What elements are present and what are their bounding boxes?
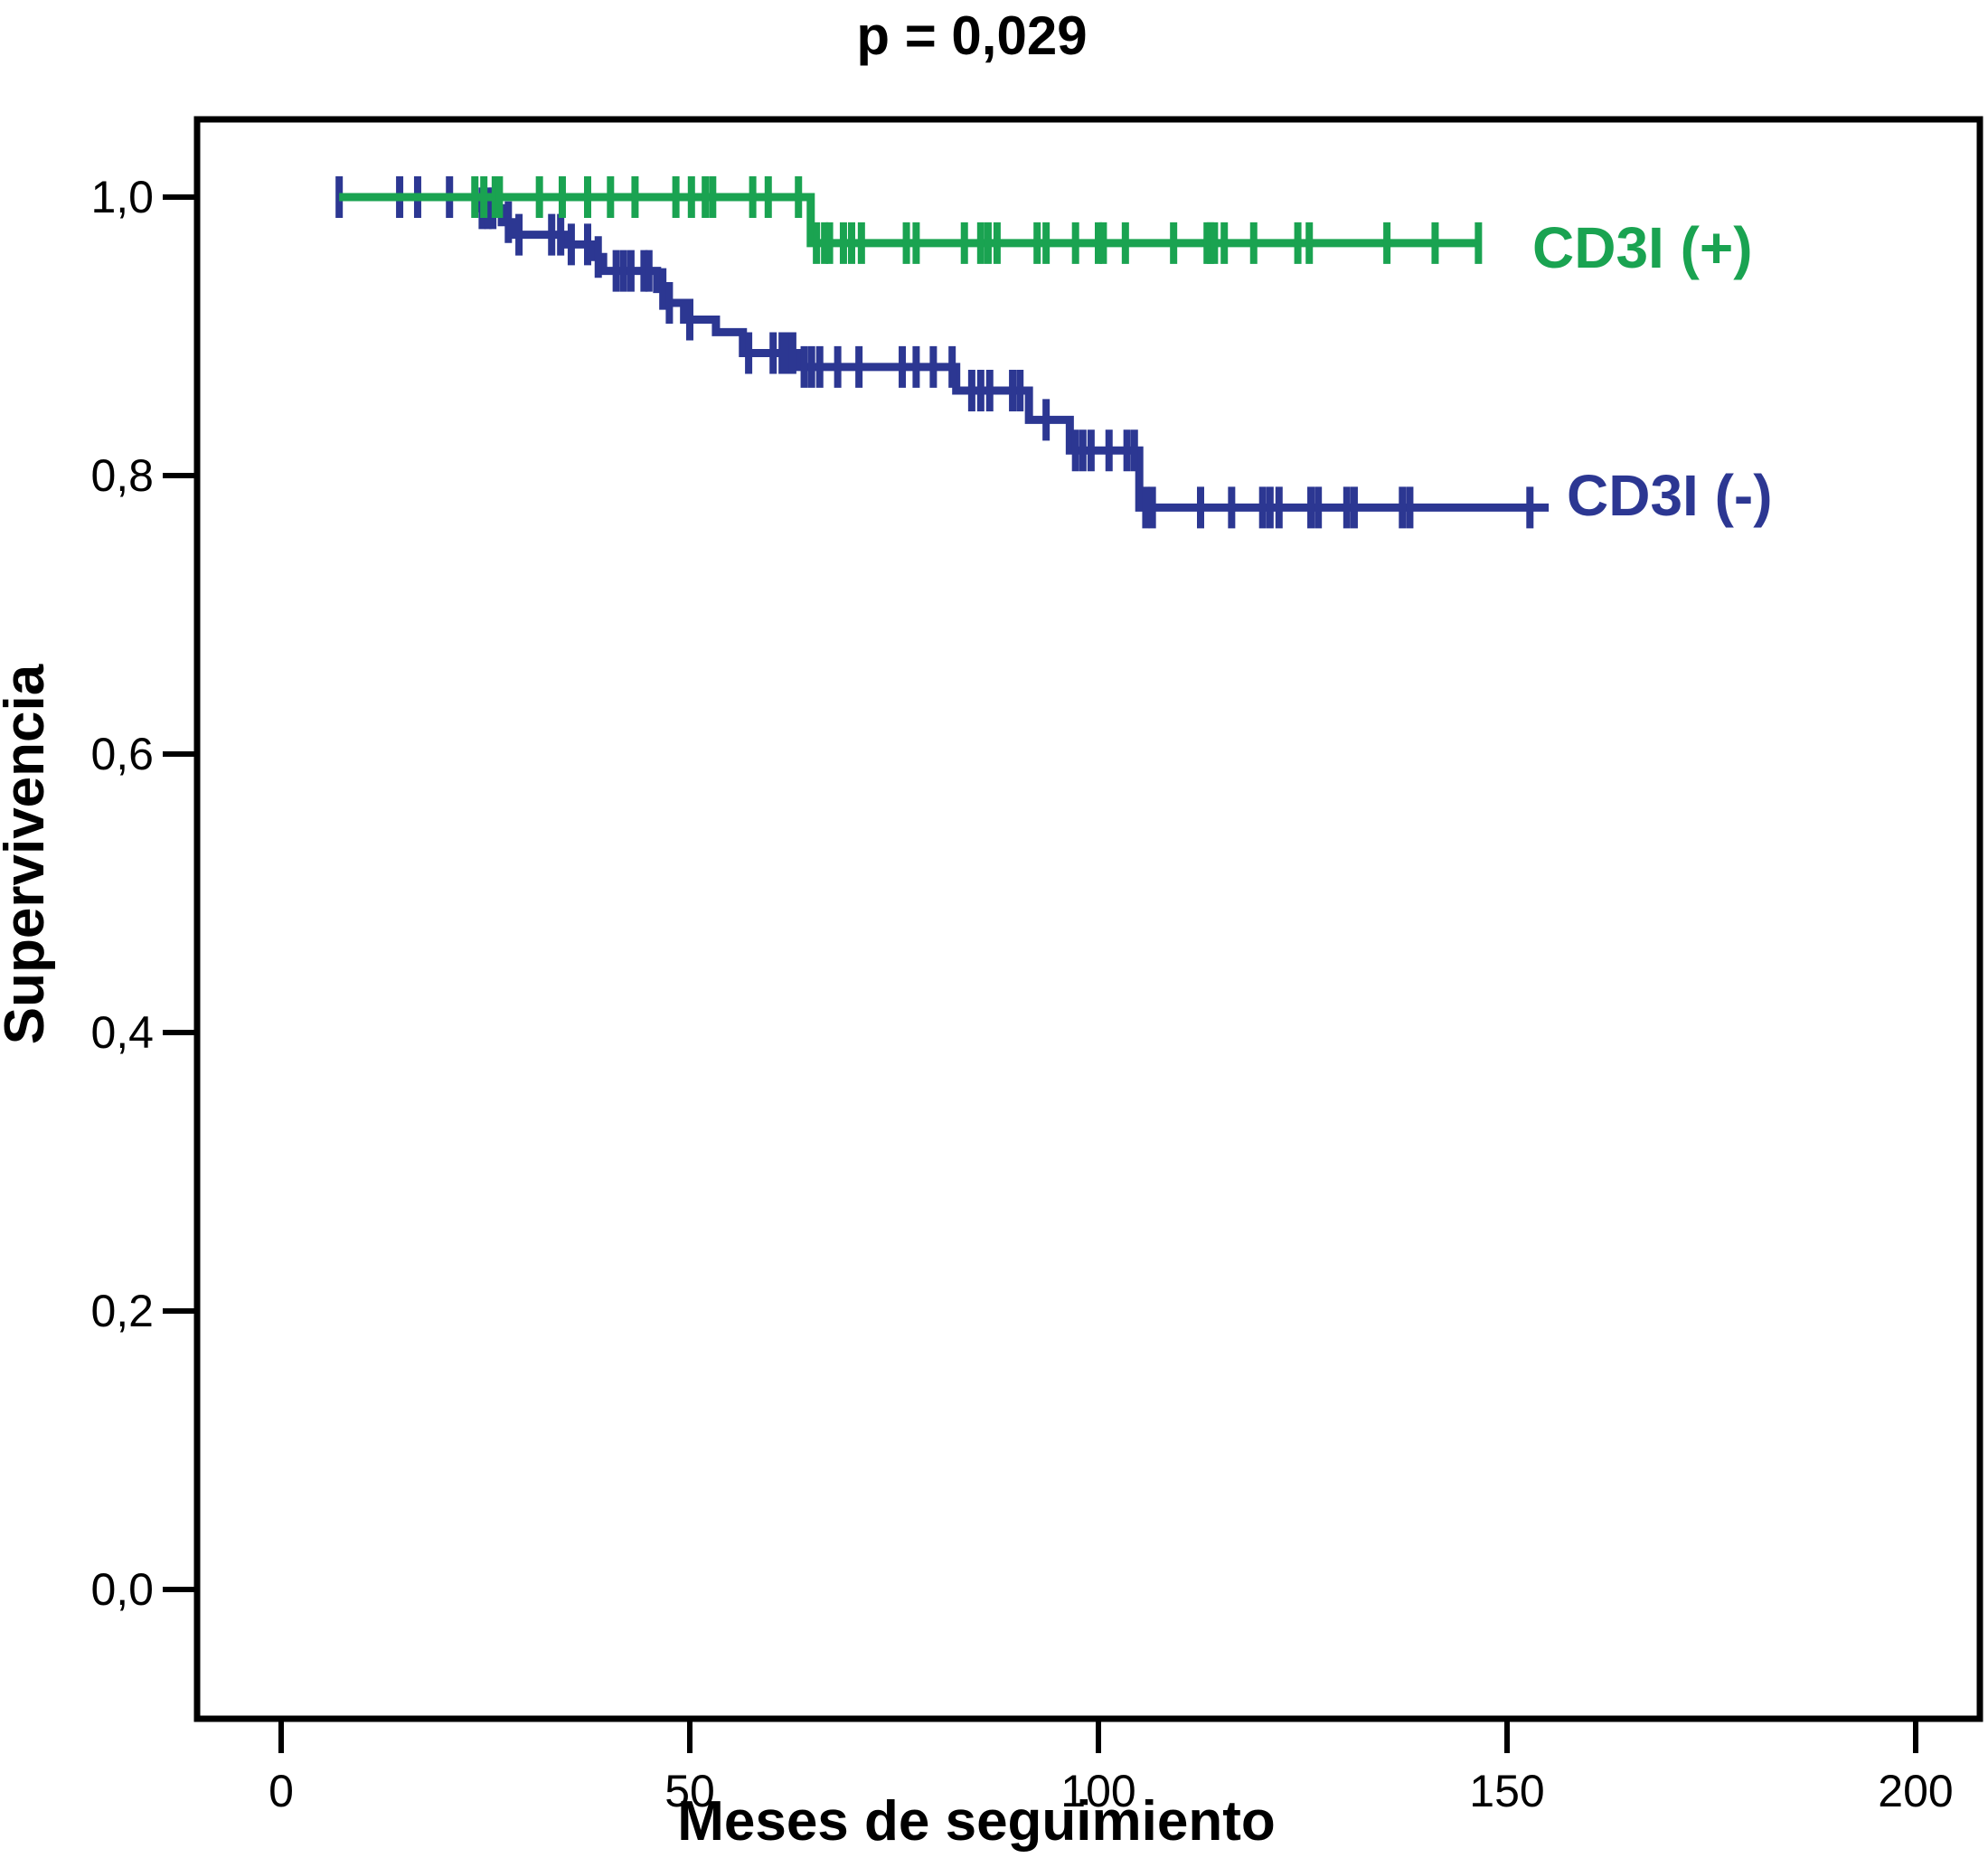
curves-layer	[335, 176, 1550, 529]
survival-curve-cd3i-minus	[339, 193, 1550, 512]
axis-ticks-layer: 1,0 0,8 0,6 0,4 0,2 0,0 0 50 100 150 200	[90, 172, 1953, 1816]
y-tick-label: 0,8	[90, 450, 154, 501]
y-tick-label: 1,0	[90, 172, 154, 222]
y-tick-label: 0,0	[90, 1564, 154, 1615]
legend-label-cd3i-minus: CD3I (-)	[1567, 463, 1773, 528]
y-tick-label: 0,4	[90, 1007, 154, 1058]
x-axis-title: Meses de seguimiento	[677, 1790, 1276, 1853]
y-tick-label: 0,2	[90, 1286, 154, 1336]
y-axis-title: Supervivencia	[0, 664, 56, 1044]
x-tick-label: 0	[269, 1766, 294, 1816]
plot-border	[193, 116, 1983, 1722]
p-value-title: p = 0,029	[856, 5, 1087, 66]
x-tick-label: 150	[1469, 1766, 1544, 1816]
y-tick-label: 0,6	[90, 729, 154, 779]
legend-label-cd3i-plus: CD3I (+)	[1532, 215, 1753, 280]
x-tick-label: 50	[664, 1766, 715, 1816]
survival-curve-cd3i-plus	[339, 193, 1482, 248]
x-tick-label: 200	[1878, 1766, 1953, 1816]
x-tick-label: 100	[1060, 1766, 1135, 1816]
